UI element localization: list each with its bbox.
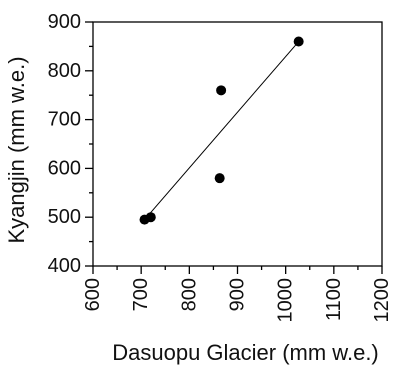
y-tick-label: 500: [48, 206, 81, 228]
y-tick-label: 600: [48, 157, 81, 179]
data-point: [214, 173, 225, 184]
data-points: [139, 36, 304, 225]
axis-ticks: [85, 21, 383, 274]
y-tick-label: 800: [48, 60, 81, 82]
x-tick-label: 1200: [371, 278, 393, 323]
x-tick-labels: 600 700 800 900 1000 1100 1200: [82, 278, 393, 323]
x-tick-label: 700: [130, 278, 152, 311]
data-point: [145, 212, 156, 223]
y-tick-label: 900: [48, 11, 81, 33]
data-point: [293, 36, 304, 47]
x-tick-label: 1000: [275, 278, 297, 323]
plot-frame: [92, 21, 383, 267]
y-tick-labels: 400 500 600 700 800 900: [48, 11, 81, 277]
y-tick-label: 400: [48, 255, 81, 277]
x-tick-label: 1100: [323, 278, 345, 321]
regression-line: [144, 41, 300, 220]
x-tick-label: 800: [178, 278, 200, 311]
x-tick-label: 600: [82, 278, 104, 311]
x-tick-label: 900: [227, 278, 249, 311]
y-axis-label: Kyangjin (mm w.e.): [4, 56, 29, 243]
y-tick-label: 700: [48, 109, 81, 131]
data-point: [216, 85, 227, 96]
x-axis-label: Dasuopu Glacier (mm w.e.): [112, 340, 379, 365]
